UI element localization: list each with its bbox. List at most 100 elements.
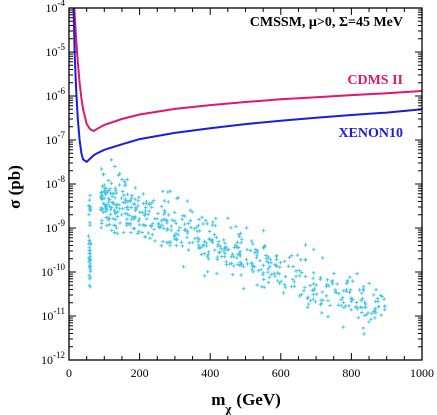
- scatter-point: [88, 262, 92, 266]
- scatter-point: [221, 238, 226, 242]
- y-tick-label: 10-9: [46, 218, 66, 235]
- scatter-point: [278, 265, 282, 269]
- scatter-point: [143, 209, 148, 213]
- scatter-point: [362, 300, 367, 305]
- scatter-point: [205, 222, 210, 226]
- chart-annotation: CMSSM, μ>0, Σ=45 MeV: [250, 15, 403, 30]
- scatter-point: [104, 205, 109, 209]
- scatter-point: [125, 177, 130, 182]
- scatter-point: [132, 201, 136, 206]
- scatter-point: [209, 238, 214, 243]
- scatter-point: [292, 284, 297, 289]
- scatter-point: [87, 212, 91, 217]
- x-tick-label: 200: [131, 366, 149, 380]
- scatter-point: [99, 195, 103, 199]
- scatter-point: [250, 264, 255, 269]
- scatter-point: [176, 195, 181, 200]
- scatter-point: [148, 236, 152, 240]
- scatter-point: [204, 241, 208, 245]
- series-line-cdms-ii: [73, 7, 423, 133]
- scatter-point: [195, 225, 199, 230]
- scatter-point: [149, 224, 154, 229]
- scatter-point: [371, 293, 376, 297]
- scatter-point: [188, 218, 193, 223]
- scatter-point: [87, 248, 92, 253]
- scatter-point: [156, 221, 161, 226]
- scatter-point: [125, 212, 129, 216]
- scatter-point: [123, 183, 127, 188]
- scatter-point: [122, 179, 127, 184]
- scatter-point: [87, 238, 92, 242]
- scatter-point: [266, 280, 271, 285]
- scatter-point: [225, 248, 229, 252]
- scatter-point: [116, 209, 120, 214]
- scatter-point: [202, 274, 207, 278]
- scatter-point: [126, 200, 130, 204]
- scatter-point: [180, 244, 185, 248]
- scatter-point: [222, 254, 227, 259]
- scatter-point: [230, 252, 235, 256]
- y-tick-label: 10-10: [41, 262, 65, 279]
- scatter-point: [233, 243, 238, 247]
- scatter-point: [273, 274, 277, 278]
- scatter-point: [216, 242, 220, 247]
- scatter-point: [315, 292, 319, 296]
- scatter-point: [105, 223, 109, 228]
- y-tick-label: 10-4: [46, 0, 66, 15]
- scatter-point: [232, 245, 237, 250]
- scatter-point: [356, 315, 361, 320]
- scatter-point: [227, 262, 232, 266]
- scatter-point: [161, 239, 165, 244]
- scatter-point: [150, 232, 155, 237]
- scatter-point: [229, 261, 234, 266]
- scatter-point: [173, 219, 177, 223]
- scatter-point: [376, 299, 380, 304]
- scatter-point: [302, 289, 306, 293]
- scatter-point: [136, 219, 141, 223]
- scatter-point: [127, 213, 132, 218]
- scatter-point: [124, 223, 129, 228]
- scatter-point: [239, 237, 244, 242]
- scatter-point: [360, 305, 364, 310]
- scatter-point: [199, 252, 204, 257]
- scatter-point: [244, 226, 249, 230]
- scatter-point: [249, 239, 254, 243]
- scatter-point: [289, 253, 294, 258]
- scatter-point: [140, 230, 144, 235]
- scatter-point: [330, 282, 335, 286]
- scatter-point: [222, 246, 227, 251]
- scatter-point: [232, 264, 236, 268]
- scatter-point: [162, 199, 167, 203]
- scatter-point: [367, 281, 372, 286]
- scatter-point: [348, 288, 353, 292]
- scatter-point: [178, 226, 182, 230]
- x-tick-label: 600: [272, 366, 290, 380]
- scatter-point: [266, 270, 270, 274]
- scatter-point: [239, 240, 243, 245]
- scatter-point: [102, 196, 107, 200]
- scatter-point: [250, 267, 254, 272]
- scatter-point: [373, 316, 377, 320]
- scatter-point: [319, 298, 323, 302]
- scatter-point: [180, 217, 184, 222]
- scatter-point: [119, 196, 124, 200]
- scatter-point: [297, 268, 302, 273]
- scatter-point: [137, 217, 142, 221]
- scatter-point: [211, 220, 215, 224]
- scatter-point: [117, 171, 122, 176]
- scatter-point: [326, 298, 330, 303]
- scatter-point: [140, 210, 145, 215]
- scatter-point: [133, 186, 138, 190]
- scatter-point: [206, 257, 211, 261]
- scatter-point: [303, 243, 308, 247]
- scatter-point: [326, 314, 330, 319]
- y-tick-label: 10-12: [41, 350, 65, 367]
- scatter-point: [231, 254, 236, 259]
- scatter-point: [114, 211, 118, 215]
- scatter-point: [166, 190, 170, 194]
- scatter-point: [113, 186, 118, 191]
- scatter-point: [282, 282, 287, 287]
- scatter-point: [311, 297, 316, 301]
- scatter-point: [106, 200, 111, 204]
- scatter-point: [173, 210, 177, 215]
